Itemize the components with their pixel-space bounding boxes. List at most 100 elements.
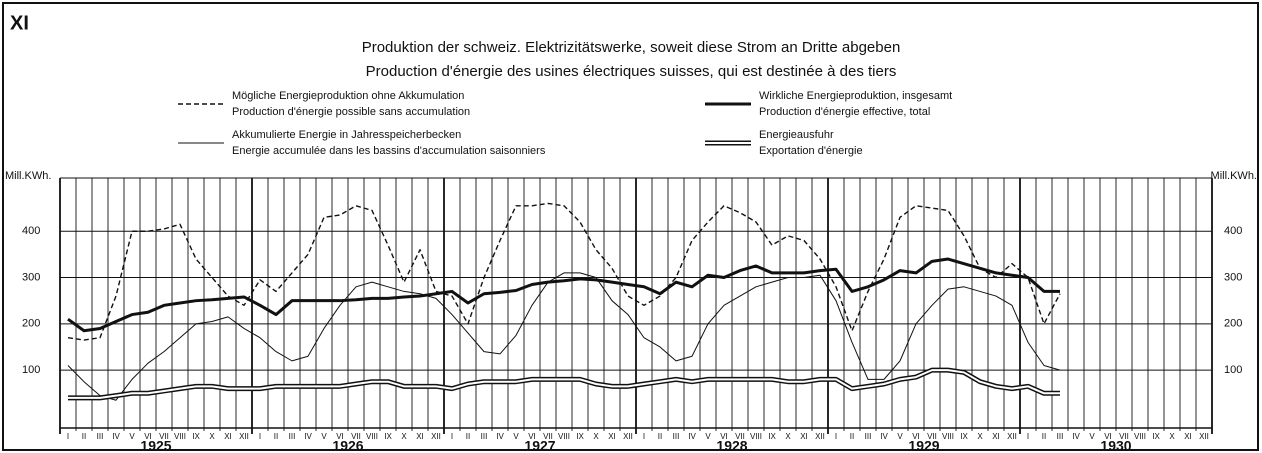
x-tick-label: II (466, 432, 470, 441)
x-tick-label: IV (880, 432, 888, 441)
x-tick-label: I (259, 432, 261, 441)
x-tick-label: X (401, 432, 407, 441)
year-label: 1928 (716, 438, 747, 453)
x-tick-label: VI (528, 432, 536, 441)
legend-label: Mögliche Energieproduktion ohne Akkumula… (232, 90, 464, 102)
x-tick-label: X (209, 432, 215, 441)
series-line (67, 257, 1060, 333)
series-line-inner (68, 369, 1060, 399)
y-tick-label: 400 (22, 225, 40, 237)
x-tick-label: III (673, 432, 680, 441)
y-tick-label: 100 (22, 364, 40, 376)
x-tick-label: X (593, 432, 599, 441)
x-tick-label: XI (800, 432, 808, 441)
x-tick-label: VIII (174, 432, 186, 441)
x-tick-label: V (513, 432, 519, 441)
x-tick-label: X (977, 432, 983, 441)
y2-tick-label: 100 (1224, 364, 1242, 376)
legend-label: Energieausfuhr (759, 129, 834, 141)
y2-tick-label: 200 (1224, 318, 1242, 330)
x-tick-label: XII (431, 432, 441, 441)
x-tick-label: V (129, 432, 135, 441)
x-tick-label: VIII (1134, 432, 1146, 441)
x-tick-label: XI (416, 432, 424, 441)
x-tick-label: XII (1007, 432, 1017, 441)
series-line (67, 202, 1061, 341)
x-tick-label: IX (768, 432, 776, 441)
x-tick-label: IX (960, 432, 968, 441)
x-tick-label: V (321, 432, 327, 441)
x-tick-label: VII (927, 432, 937, 441)
x-tick-label: VIII (366, 432, 378, 441)
y2-axis-label: Mill.KWh. (1211, 170, 1257, 182)
x-tick-label: X (1169, 432, 1175, 441)
x-tick-label: XII (815, 432, 825, 441)
y2-tick-label: 400 (1224, 225, 1242, 237)
x-tick-label: V (705, 432, 711, 441)
x-tick-label: VIII (558, 432, 570, 441)
x-tick-label: IV (304, 432, 312, 441)
year-label: 1927 (524, 438, 555, 453)
x-tick-label: II (658, 432, 662, 441)
legend-label: Exportation d'énergie (759, 145, 863, 157)
x-tick-label: V (1089, 432, 1095, 441)
x-tick-label: III (97, 432, 104, 441)
x-tick-label: I (643, 432, 645, 441)
x-tick-label: III (481, 432, 488, 441)
x-tick-label: XI (608, 432, 616, 441)
x-tick-label: IX (576, 432, 584, 441)
series-line (68, 367, 1060, 401)
x-tick-label: VI (336, 432, 344, 441)
y2-tick-label: 300 (1224, 271, 1242, 283)
x-tick-label: III (289, 432, 296, 441)
x-tick-label: II (1042, 432, 1046, 441)
x-tick-label: VIII (942, 432, 954, 441)
y-tick-label: 300 (22, 271, 40, 283)
x-tick-label: V (897, 432, 903, 441)
x-tick-label: IV (1072, 432, 1080, 441)
x-tick-label: I (67, 432, 69, 441)
x-tick-label: I (1027, 432, 1029, 441)
x-tick-label: III (865, 432, 872, 441)
chart-label: XI (10, 12, 29, 34)
x-tick-label: III (1057, 432, 1064, 441)
x-tick-label: XI (224, 432, 232, 441)
y-axis-label: Mill.KWh. (5, 170, 51, 182)
x-tick-label: VI (144, 432, 152, 441)
x-tick-label: IX (192, 432, 200, 441)
x-tick-label: IV (112, 432, 120, 441)
x-tick-label: II (274, 432, 278, 441)
y-tick-label: 200 (22, 318, 40, 330)
series-line (67, 272, 1061, 401)
year-label: 1925 (140, 438, 171, 453)
year-label: 1926 (332, 438, 363, 453)
legend-label: Production d'énergie possible sans accum… (232, 106, 470, 118)
legend-label: Production d'énergie effective, total (759, 106, 930, 118)
legend-label: Energie accumulée dans les bassins d'acc… (232, 145, 546, 157)
x-tick-label: XII (1199, 432, 1209, 441)
legend-label: Wirkliche Energieproduktion, insgesamt (759, 90, 952, 102)
x-tick-label: IX (1152, 432, 1160, 441)
x-tick-label: XI (1184, 432, 1192, 441)
x-tick-label: XI (992, 432, 1000, 441)
legend-label: Akkumulierte Energie in Jahresspeicherbe… (232, 129, 461, 141)
year-label: 1930 (1100, 438, 1131, 453)
year-label: 1929 (908, 438, 939, 453)
x-tick-label: I (451, 432, 453, 441)
x-tick-label: VI (720, 432, 728, 441)
x-tick-label: IV (496, 432, 504, 441)
x-tick-label: VIII (750, 432, 762, 441)
x-tick-label: VI (1104, 432, 1112, 441)
x-tick-label: VII (159, 432, 169, 441)
x-tick-label: VI (912, 432, 920, 441)
chart-title: Produktion der schweiz. Elektrizitätswer… (362, 39, 901, 56)
x-tick-label: IX (384, 432, 392, 441)
x-tick-label: XII (239, 432, 249, 441)
chart-subtitle: Production d'énergie des usines électriq… (366, 63, 897, 80)
x-tick-label: VII (351, 432, 361, 441)
x-tick-label: II (82, 432, 86, 441)
x-tick-label: I (835, 432, 837, 441)
